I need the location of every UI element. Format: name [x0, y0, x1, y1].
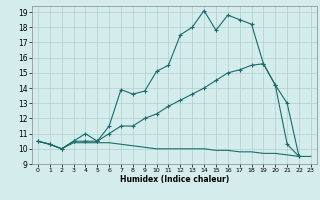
X-axis label: Humidex (Indice chaleur): Humidex (Indice chaleur): [120, 175, 229, 184]
